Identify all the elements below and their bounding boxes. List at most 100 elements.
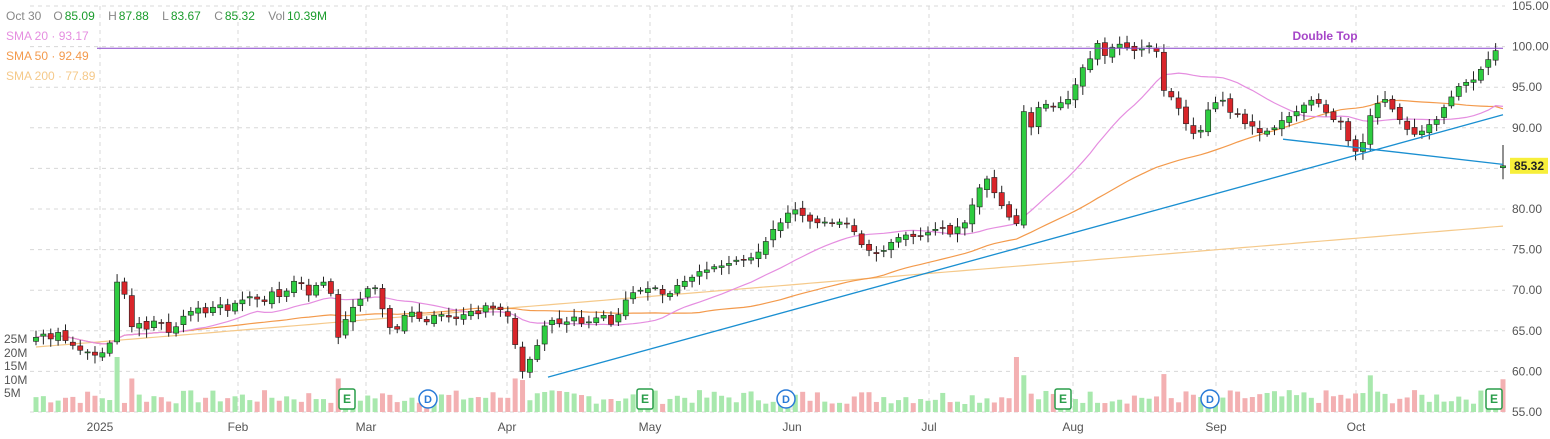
volume-bar	[387, 394, 393, 412]
candle-body	[571, 316, 578, 322]
sma-200-label: SMA 200 · 77.89	[6, 69, 96, 83]
candle-body	[246, 296, 253, 299]
candle-body	[1219, 99, 1226, 102]
volume-bar	[158, 397, 164, 412]
volume-bar	[483, 397, 489, 412]
volume-bar	[284, 396, 290, 412]
volume-bar	[608, 398, 614, 412]
volume-bar	[800, 391, 806, 412]
candle-body	[1050, 105, 1057, 108]
volume-bar	[601, 399, 607, 412]
volume-bar	[409, 397, 415, 412]
volume-tick-label: 25M	[4, 332, 27, 346]
volume-bar	[335, 378, 341, 412]
volume-bar	[549, 390, 555, 412]
volume-bar	[1080, 402, 1086, 412]
volume-bar	[689, 402, 695, 412]
volume-bar	[696, 390, 702, 412]
candle-body	[770, 229, 777, 241]
volume-label: Vol	[268, 9, 285, 23]
volume-bar	[357, 400, 363, 412]
candle-body	[99, 352, 106, 358]
candle-body	[1374, 103, 1381, 119]
volume-bar	[1404, 397, 1410, 412]
candle-body	[77, 345, 84, 351]
volume-bar	[770, 401, 776, 412]
candle-body	[1308, 99, 1315, 106]
candle-body	[386, 308, 393, 328]
candle-body	[1286, 116, 1293, 123]
volume-bar	[652, 390, 658, 412]
candle-body	[1013, 215, 1020, 224]
candle-body	[549, 319, 555, 325]
volume-bar	[615, 400, 621, 412]
volume-bar	[991, 402, 997, 412]
candle-body	[151, 320, 157, 329]
candle-body	[600, 315, 607, 319]
candle-body	[1242, 113, 1248, 125]
candle-body	[1006, 204, 1012, 218]
candle-body	[696, 271, 703, 277]
volume-bar	[954, 401, 960, 412]
candle-body	[991, 177, 998, 194]
volume-bar	[623, 398, 629, 412]
price-tick-label: 100.00	[1512, 40, 1549, 54]
volume-bar	[291, 399, 297, 412]
candle-body	[851, 225, 858, 233]
candle-body	[519, 346, 526, 372]
candle-body	[342, 319, 349, 336]
volume-bar	[99, 398, 105, 412]
volume-bar	[822, 401, 828, 412]
candle-body	[254, 296, 261, 300]
volume-bar	[62, 397, 68, 412]
candle-body	[438, 314, 445, 317]
candle-body	[947, 225, 954, 235]
volume-bar	[210, 390, 216, 412]
volume-bar	[1294, 395, 1300, 412]
candle-body	[121, 281, 128, 295]
candle-body	[1146, 45, 1153, 48]
candle-body	[268, 291, 275, 305]
candle-body	[681, 280, 688, 287]
candle-body	[55, 332, 62, 341]
candle-body	[1352, 139, 1359, 152]
volume-bar	[276, 400, 282, 412]
candle-body	[637, 289, 644, 292]
last-price-label: 85.32	[1514, 159, 1544, 173]
x-tick-label: Jun	[782, 420, 801, 434]
candle-body	[114, 281, 120, 343]
volume-bar	[512, 378, 518, 412]
candle-body	[902, 234, 909, 240]
candle-body	[379, 288, 386, 310]
volume-bar	[1286, 390, 1292, 412]
candle-body	[1124, 42, 1130, 48]
volume-bar	[188, 390, 194, 412]
candle-body	[541, 325, 548, 345]
candle-body	[844, 222, 850, 225]
candle-body	[283, 290, 290, 297]
candle-body	[1500, 165, 1506, 168]
x-tick-label: Mar	[356, 420, 377, 434]
candle-body	[180, 315, 187, 325]
candle-body	[821, 221, 828, 224]
candle-body	[1367, 115, 1374, 145]
candle-body	[630, 292, 637, 300]
volume-bar	[579, 395, 585, 412]
volume-bar	[232, 396, 238, 412]
volume-bar	[446, 394, 452, 412]
volume-bar	[1412, 390, 1418, 412]
candle-body	[313, 285, 320, 296]
volume-bar	[225, 398, 231, 412]
volume-bar	[402, 400, 408, 412]
volume-bar	[977, 402, 983, 412]
candle-body	[807, 214, 813, 222]
candle-body	[711, 266, 718, 270]
volume-bar	[1353, 393, 1359, 412]
candle-body	[1028, 112, 1035, 128]
candle-body	[1389, 98, 1396, 110]
candle-body	[829, 222, 836, 224]
volume-bar	[940, 392, 946, 412]
candle-body	[482, 305, 489, 313]
candle-body	[475, 310, 482, 315]
